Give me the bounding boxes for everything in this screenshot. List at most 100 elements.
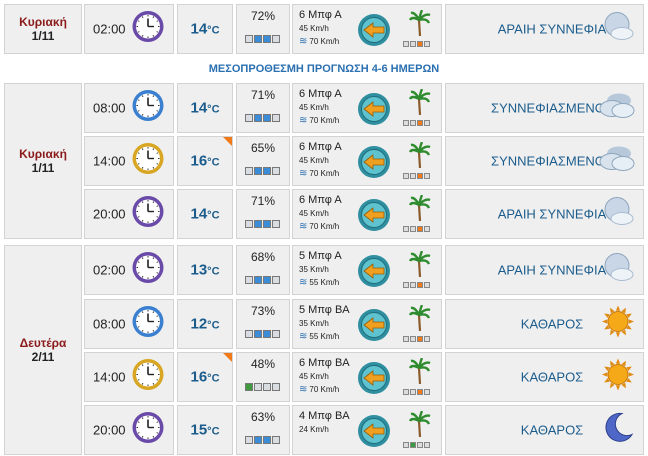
- wind-speed: 45 Km/h: [299, 156, 329, 165]
- gust-icon: ≋: [299, 221, 308, 232]
- humidity-cell: 68%: [236, 245, 290, 295]
- temperature-unit: °C: [207, 103, 220, 116]
- humidity-bar: [245, 167, 280, 175]
- forecast-time: 20:00: [93, 422, 126, 438]
- clock-icon: [131, 195, 165, 234]
- beaufort-segment: [410, 226, 416, 232]
- beaufort-segment: [410, 282, 416, 288]
- condition-cell: ΣΥΝΝΕΦΙΑΣΜΕΝΟΣ: [445, 136, 644, 186]
- wind-cell: 6 Μπφ Α 45 Km/h ≋ 70 Km/h: [292, 189, 442, 239]
- condition-cell: ΚΑΘΑΡΟΣ: [445, 352, 644, 402]
- humidity-bar: [245, 330, 280, 338]
- forecast-time: 02:00: [93, 21, 126, 37]
- humidity-cell: 71%: [236, 189, 290, 239]
- temperature-cell: 14°C: [177, 83, 233, 133]
- humidity-value: 48%: [250, 357, 276, 371]
- wind-direction-compass-icon: [357, 198, 391, 237]
- temperature-unit: °C: [207, 319, 220, 332]
- day-label: Κυριακή 1/11: [4, 4, 82, 54]
- humidity-bar-segment: [272, 220, 280, 228]
- wind-beaufort: 6 Μπφ ΒΑ: [299, 357, 350, 369]
- wind-info: 5 Μπφ Α 35 Km/h ≋ 55 Km/h: [299, 250, 359, 289]
- condition-cell: ΚΑΘΑΡΟΣ: [445, 299, 644, 349]
- humidity-cell: 72%: [236, 4, 290, 54]
- beaufort-segment: [410, 389, 416, 395]
- day-date: 1/11: [31, 29, 55, 43]
- humidity-bar-segment: [254, 330, 262, 338]
- humidity-bar-segment: [263, 436, 271, 444]
- humidity-cell: 65%: [236, 136, 290, 186]
- wind-beaufort: 6 Μπφ Α: [299, 194, 342, 206]
- temperature: 14°C: [178, 206, 232, 223]
- humidity-bar-segment: [263, 383, 271, 391]
- temperature-value: 13: [190, 261, 208, 279]
- gust-icon: ≋: [299, 36, 308, 47]
- day-date: 2/11: [31, 350, 55, 364]
- wind-speed: 35 Km/h: [299, 319, 329, 328]
- gust-icon: ≋: [299, 331, 308, 342]
- wind-direction-compass-icon: [357, 13, 391, 52]
- temperature-cell: 16°C: [177, 136, 233, 186]
- temperature: 15°C: [178, 422, 232, 439]
- time-cell: 20:00: [84, 189, 174, 239]
- humidity-bar-segment: [254, 220, 262, 228]
- temperature-unit: °C: [207, 372, 220, 385]
- humidity-bar-segment: [245, 330, 253, 338]
- humidity-bar-segment: [245, 383, 253, 391]
- wind-beaufort: 4 Μπφ ΒΑ: [299, 410, 350, 422]
- beaufort-segment: [417, 173, 423, 179]
- wind-direction-compass-icon: [357, 145, 391, 184]
- wind-info: 4 Μπφ ΒΑ 24 Km/h: [299, 410, 359, 436]
- gust-speed: 70 Km/h: [309, 37, 340, 46]
- sun-icon: [601, 358, 635, 397]
- moon-clouds-icon: [601, 10, 635, 49]
- beaufort-segment: [403, 226, 409, 232]
- gust-icon: ≋: [299, 277, 308, 288]
- day-name: Δευτέρα: [19, 336, 67, 350]
- wind-speed: 45 Km/h: [299, 24, 329, 33]
- gust-speed: 55 Km/h: [309, 332, 340, 341]
- clock-icon: [131, 251, 165, 290]
- beaufort-segment: [403, 120, 409, 126]
- wind-direction-compass-icon: [357, 92, 391, 131]
- humidity-bar-segment: [254, 167, 262, 175]
- palm-tree-wind-icon: [408, 88, 431, 120]
- temperature-unit: °C: [207, 209, 220, 222]
- temperature: 13°C: [178, 262, 232, 279]
- gust-icon: ≋: [299, 384, 308, 395]
- max-temp-marker-icon: [223, 137, 232, 146]
- wind-beaufort: 6 Μπφ Α: [299, 88, 342, 100]
- beaufort-segment: [417, 389, 423, 395]
- humidity-bar-segment: [263, 167, 271, 175]
- sun-icon: [601, 305, 635, 344]
- wind-cell: 5 Μπφ ΒΑ 35 Km/h ≋ 55 Km/h: [292, 299, 442, 349]
- wind-direction-compass-icon: [357, 308, 391, 347]
- beaufort-segment: [410, 442, 416, 448]
- humidity-bar: [245, 114, 280, 122]
- wind-gust: ≋ 55 Km/h: [299, 276, 359, 289]
- wind-direction-compass-icon: [357, 414, 391, 453]
- gust-speed: 70 Km/h: [309, 169, 340, 178]
- cloudy-icon: [599, 144, 635, 179]
- wind-cell: 6 Μπφ ΒΑ 45 Km/h ≋ 70 Km/h: [292, 352, 442, 402]
- beaufort-scale-bar: [403, 389, 430, 395]
- temperature-unit: °C: [207, 265, 220, 278]
- humidity-bar-segment: [263, 330, 271, 338]
- humidity-bar-segment: [272, 383, 280, 391]
- weather-description: ΚΑΘΑΡΟΣ: [520, 316, 584, 332]
- humidity-bar-segment: [263, 114, 271, 122]
- palm-tree-wind-icon: [408, 357, 431, 389]
- humidity-bar: [245, 35, 280, 43]
- temperature-value: 14: [190, 20, 208, 38]
- wind-cell: 4 Μπφ ΒΑ 24 Km/h: [292, 405, 442, 455]
- beaufort-segment: [410, 173, 416, 179]
- moon-icon: [601, 411, 635, 450]
- beaufort-segment: [424, 41, 430, 47]
- temperature: 16°C: [178, 369, 232, 386]
- wind-gust: ≋ 70 Km/h: [299, 167, 359, 180]
- weather-description: ΣΥΝΝΕΦΙΑΣΜΕΝΟΣ: [491, 153, 613, 169]
- humidity-value: 71%: [250, 194, 276, 208]
- beaufort-segment: [410, 336, 416, 342]
- beaufort-segment: [403, 336, 409, 342]
- humidity-bar: [245, 276, 280, 284]
